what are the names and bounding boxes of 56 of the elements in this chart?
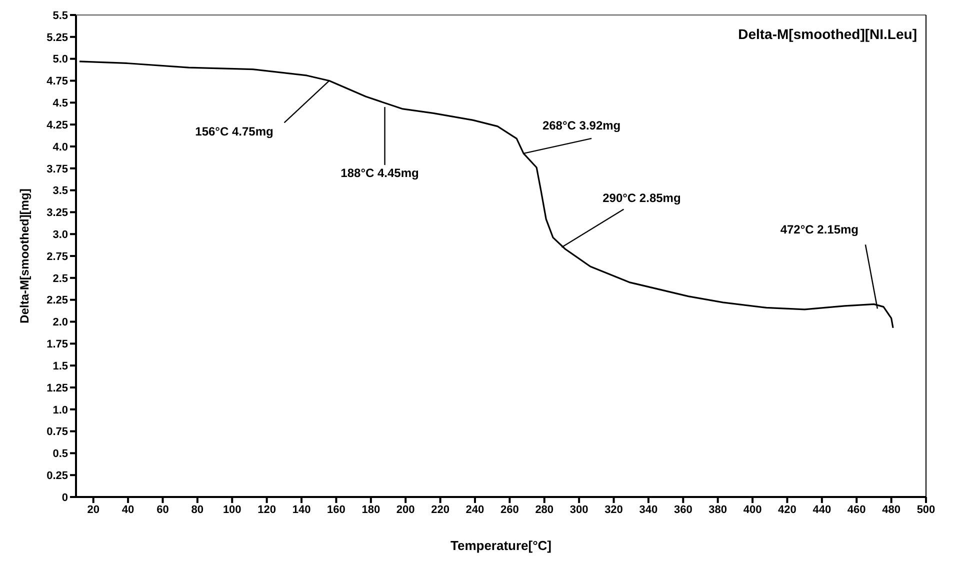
y-tick-label: 1.25	[46, 382, 68, 394]
x-tick-label: 260	[500, 504, 519, 516]
x-tick-label: 500	[916, 504, 936, 516]
annotation: 472°C 2.15mg	[780, 222, 859, 237]
y-tick-label: 5.0	[52, 54, 68, 66]
annotation: 188°C 4.45mg	[340, 166, 419, 180]
x-tick-label: 320	[604, 504, 623, 516]
x-tick-label: 220	[431, 504, 450, 516]
y-tick-label: 5.5	[52, 10, 68, 22]
x-tick-label: 120	[258, 504, 276, 516]
x-tick-label: 300	[570, 504, 588, 516]
y-tick-label: 4.0	[52, 141, 68, 154]
y-tick-label: 0.75	[46, 426, 68, 438]
y-tick-label: 3.25	[46, 207, 68, 220]
y-tick-label: 1.75	[46, 338, 68, 351]
x-tick-label: 460	[847, 504, 866, 516]
y-tick-label: 1.5	[52, 360, 68, 372]
text: Delta-M[smoothed][NI.Leu]	[738, 26, 917, 42]
x-tick-label: 400	[743, 504, 762, 516]
y-tick-label: 2.25	[46, 294, 68, 307]
y-tick-label: 4.5	[52, 98, 68, 110]
x-tick-label: 100	[222, 504, 242, 516]
x-tick-label: 360	[674, 504, 692, 516]
x-tick-label: 200	[396, 504, 415, 516]
x-tick-label: 240	[466, 504, 484, 516]
x-tick-label: 340	[639, 504, 658, 516]
y-tick-label: 3.5	[52, 185, 68, 198]
x-tick-label: 420	[778, 504, 796, 516]
annotation: 268°C 3.92mg	[542, 118, 621, 132]
y-tick-label: 5.25	[46, 32, 68, 44]
x-tick-label: 440	[812, 504, 832, 516]
y-tick-label: 2.0	[52, 316, 68, 329]
x-tick-label: 480	[882, 504, 900, 516]
y-tick-label: 2.5	[52, 272, 68, 285]
x-tick-label: 380	[708, 504, 728, 516]
annotation: 290°C 2.85mg	[602, 191, 681, 206]
y-tick-label: 4.75	[46, 76, 68, 88]
x-tick-label: 180	[362, 504, 380, 516]
y-tick-label: 2.75	[46, 250, 68, 263]
y-tick-label: 3.75	[46, 163, 68, 176]
x-tick-label: 160	[327, 504, 346, 516]
y-tick-label: 4.25	[46, 119, 68, 132]
y-tick-label: 3.0	[52, 228, 68, 241]
annotation: 156°C 4.75mg	[195, 124, 274, 139]
x-tick-label: 20	[87, 504, 100, 516]
y-tick-label: 1.0	[52, 404, 68, 416]
x-axis-title: Temperature[°C]	[450, 538, 552, 554]
y-tick-label: 0.25	[46, 470, 68, 482]
x-tick-label: 140	[292, 504, 311, 516]
y-axis-title: Delta-M[smoothed][mg]	[17, 188, 32, 324]
x-tick-label: 40	[122, 504, 134, 516]
x-tick-label: 280	[535, 504, 554, 516]
x-tick-label: 80	[191, 504, 204, 516]
y-tick-label: 0	[62, 492, 68, 504]
y-tick-label: 0.5	[52, 448, 68, 460]
x-tick-label: 60	[156, 504, 169, 516]
